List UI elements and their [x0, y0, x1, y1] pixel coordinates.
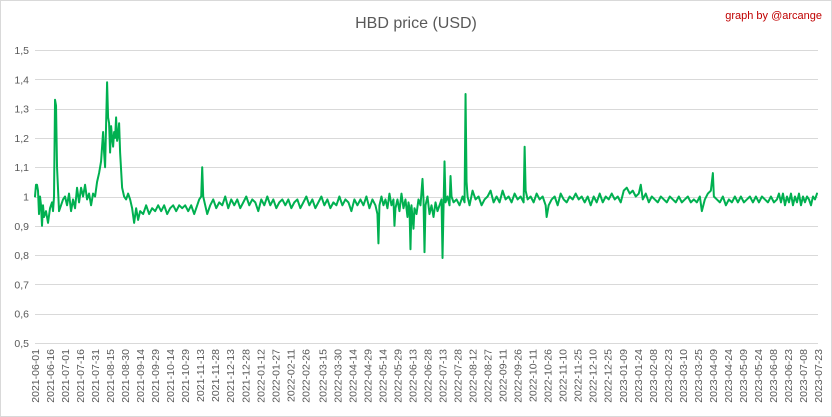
x-tick-label: 2023-06-08	[768, 349, 780, 403]
y-tick-label: 1,4	[14, 74, 29, 86]
x-tick-label: 2021-10-29	[180, 349, 192, 403]
x-tick-label: 2022-05-29	[393, 349, 405, 403]
x-tick-label: 2021-09-29	[150, 349, 162, 403]
x-tick-label: 2022-08-27	[483, 349, 495, 403]
x-tick-label: 2022-03-15	[317, 349, 329, 403]
x-tick-label: 2022-04-29	[362, 349, 374, 403]
y-tick-label: 1,1	[14, 162, 29, 174]
series-layer	[34, 81, 818, 260]
x-tick-label: 2021-08-30	[120, 349, 132, 403]
x-tick-label: 2023-05-09	[738, 349, 750, 403]
x-tick-label: 2021-08-15	[105, 349, 117, 403]
x-tick-label: 2022-07-28	[453, 349, 465, 403]
x-tick-label: 2022-12-25	[603, 349, 615, 403]
x-tick-label: 2022-11-25	[573, 349, 585, 402]
x-tick-label: 2022-06-13	[408, 349, 420, 403]
y-tick-label: 1,2	[14, 133, 29, 145]
y-tick-label: 0,5	[14, 338, 29, 350]
x-tick-label: 2021-06-01	[30, 349, 42, 403]
x-tick-label: 2022-01-12	[255, 349, 267, 403]
x-tick-label: 2022-06-28	[423, 349, 435, 403]
x-tick-label: 2022-01-27	[270, 349, 282, 403]
x-tick-label: 2021-11-13	[195, 349, 207, 402]
x-tick-label: 2023-05-24	[753, 349, 765, 403]
x-tick-label: 2023-06-23	[783, 349, 795, 403]
y-tick-label: 1	[23, 192, 29, 204]
x-tick-label: 2022-02-26	[300, 349, 312, 403]
x-tick-label: 2023-07-08	[798, 349, 810, 403]
y-tick-label: 1,5	[14, 45, 29, 57]
y-tick-label: 0,7	[14, 279, 29, 291]
x-tick-label: 2022-08-12	[468, 349, 480, 403]
series-line-hbd-price	[34, 81, 818, 260]
x-tick-label: 2022-09-11	[498, 349, 510, 402]
x-tick-label: 2021-06-16	[45, 349, 57, 403]
x-tick-label: 2021-09-14	[135, 349, 147, 403]
y-tick-label: 0,8	[14, 250, 29, 262]
y-tick-label: 1,3	[14, 104, 29, 116]
x-tick-label: 2022-05-14	[377, 349, 389, 403]
x-tick-label: 2022-10-11	[528, 349, 540, 402]
x-tick-label: 2023-07-23	[813, 349, 825, 403]
x-tick-label: 2023-02-08	[648, 349, 660, 403]
y-axis-ticks: 0,5 0,6 0,7 0,8 0,9 1 1,1 1,2 1,3 1,4 1,5	[14, 45, 29, 350]
x-tick-label: 2021-07-01	[60, 349, 72, 403]
chart-title: HBD price (USD)	[355, 15, 477, 32]
x-tick-label: 2023-04-24	[723, 349, 735, 403]
x-tick-label: 2023-04-09	[708, 349, 720, 403]
x-tick-label: 2022-11-10	[558, 349, 570, 402]
x-tick-label: 2022-09-26	[513, 349, 525, 403]
x-tick-label: 2023-03-25	[693, 349, 705, 403]
x-tick-label: 2022-07-13	[438, 349, 450, 403]
x-tick-label: 2021-07-16	[75, 349, 87, 403]
x-tick-label: 2021-12-13	[225, 349, 237, 403]
y-tick-label: 0,9	[14, 221, 29, 233]
x-tick-label: 2022-03-30	[332, 349, 344, 403]
x-tick-label: 2022-10-26	[543, 349, 555, 403]
x-tick-label: 2021-11-28	[210, 349, 222, 402]
x-tick-label: 2021-10-14	[165, 349, 177, 403]
x-tick-label: 2023-03-10	[678, 349, 690, 403]
x-tick-label: 2023-02-23	[663, 349, 675, 403]
y-tick-label: 0,6	[14, 309, 29, 321]
x-tick-label: 2023-01-09	[618, 349, 630, 403]
chart-credit: graph by @arcange	[725, 10, 822, 22]
x-tick-label: 2023-01-24	[633, 349, 645, 403]
x-tick-label: 2022-12-10	[588, 349, 600, 403]
x-axis-ticks: 2021-06-01 2021-06-16 2021-07-01 2021-07-16…	[30, 349, 825, 403]
x-tick-label: 2021-12-28	[240, 349, 252, 403]
x-tick-label: 2021-07-31	[90, 349, 102, 403]
x-tick-label: 2022-02-11	[285, 349, 297, 402]
x-tick-label: 2022-04-14	[347, 349, 359, 403]
